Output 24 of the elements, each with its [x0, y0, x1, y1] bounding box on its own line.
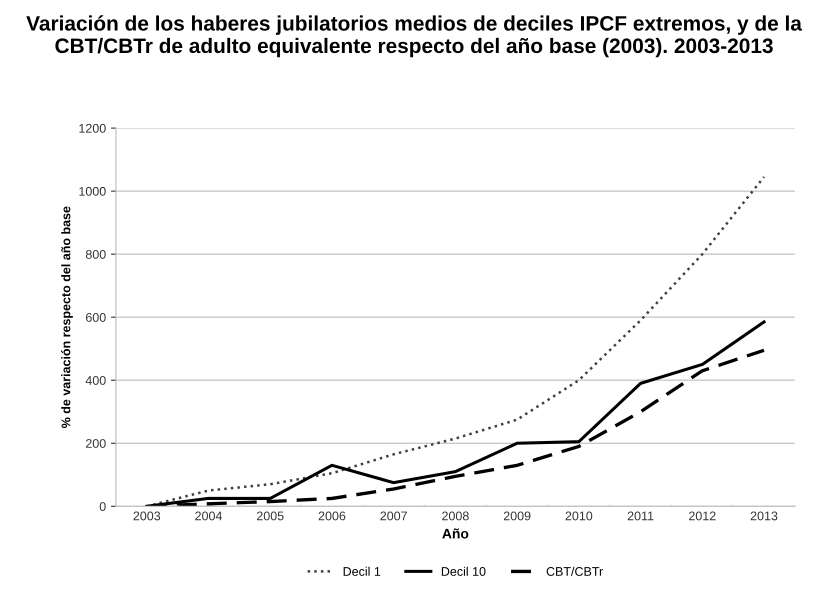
y-tick-label: 600 — [86, 313, 106, 322]
x-tick-label: 2005 — [256, 511, 284, 520]
x-tick-label: 2009 — [504, 511, 530, 520]
y-axis-title: % de variación respecto del año base — [61, 206, 73, 428]
y-tick-label: 800 — [86, 250, 106, 259]
y-tick-label: 1200 — [79, 124, 106, 133]
x-tick-label: 2008 — [442, 511, 469, 520]
x-axis-title: Año — [442, 528, 468, 539]
y-tick-label: 0 — [100, 502, 106, 511]
x-tick-label: 2013 — [750, 511, 778, 520]
y-tick-label: 400 — [86, 376, 106, 385]
x-tick-label: 2011 — [628, 511, 654, 520]
chart-title: Variación de los haberes jubilatorios medios de deciles IPCF extremos, y de la CBT/CBTr de adulto equivalente respecto del año base (2003). 2003-2013 — [26, 15, 802, 58]
legend-label: Decil 1 — [344, 566, 380, 576]
x-tick-label: 2012 — [689, 511, 716, 520]
x-tick-label: 2007 — [380, 511, 407, 520]
x-tick-label: 2004 — [195, 511, 222, 520]
x-tick-label: 2006 — [318, 511, 346, 520]
legend-label: Decil 10 — [442, 566, 486, 576]
x-tick-label: 2003 — [134, 511, 160, 520]
legend-label: CBT/CBTr — [546, 566, 603, 576]
y-tick-label: 1000 — [79, 186, 106, 196]
x-tick-label: 2010 — [566, 511, 592, 520]
y-tick-label: 200 — [86, 439, 106, 448]
